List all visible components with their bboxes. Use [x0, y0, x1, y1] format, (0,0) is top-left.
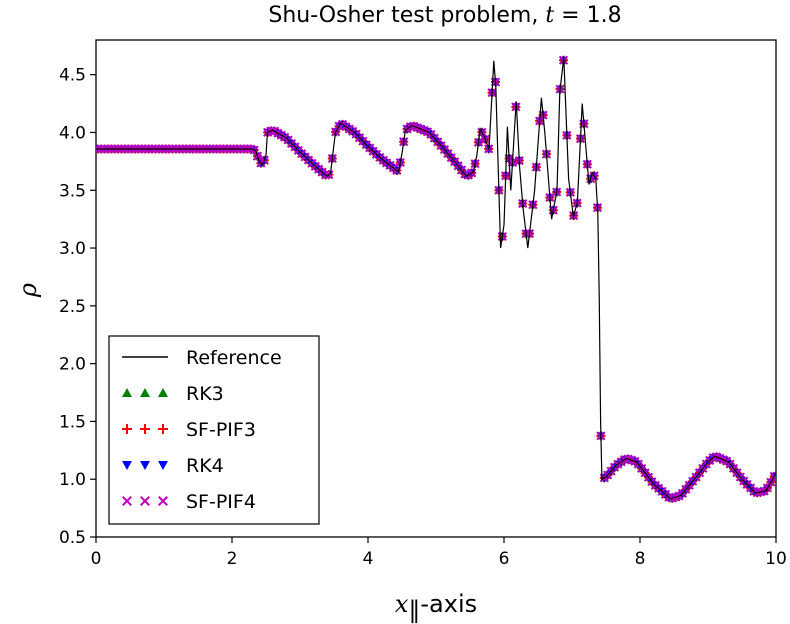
x-tick-label: 10 [765, 549, 787, 569]
legend-item: Reference [122, 347, 282, 369]
legend-item: SF-PIF4 [122, 491, 256, 513]
legend-item: RK4 [122, 455, 224, 477]
y-tick-label: 0.5 [59, 528, 86, 548]
y-tick-label: 4.0 [59, 123, 86, 143]
x-tick-label: 0 [91, 549, 102, 569]
y-tick-label: 2.0 [59, 355, 86, 375]
chart-title: Shu-Osher test problem, t = 1.8 [268, 3, 621, 28]
y-tick-label: 2.5 [59, 297, 86, 317]
legend-label: SF-PIF4 [186, 491, 256, 513]
y-tick-label: 4.5 [59, 66, 86, 86]
legend-swatch [122, 424, 132, 434]
legend-item: SF-PIF3 [122, 419, 256, 441]
x-tick-label: 4 [363, 549, 374, 569]
legend-swatch [140, 496, 150, 506]
legend-label: RK4 [186, 455, 224, 477]
y-tick-label: 1.5 [59, 412, 86, 432]
y-tick-label: 3.0 [59, 239, 86, 259]
legend-swatch [158, 496, 168, 506]
x-tick-label: 6 [499, 549, 510, 569]
legend-swatch [140, 461, 150, 470]
x-axis-label: x∥-axis [395, 590, 477, 624]
y-tick-label: 1.0 [59, 470, 86, 490]
legend-label: Reference [186, 347, 282, 369]
legend: Reference RK3 SF-PIF3 RK4 SF-PIF4 [108, 335, 320, 525]
legend-swatch [122, 496, 132, 506]
plot-area [95, 39, 777, 538]
reference-line [96, 57, 776, 500]
legend-swatch [158, 388, 168, 397]
legend-swatch [140, 388, 150, 397]
legend-swatch [158, 424, 168, 434]
y-tick-label: 3.5 [59, 181, 86, 201]
legend-swatch [140, 424, 150, 434]
x-tick-label: 2 [227, 549, 238, 569]
legend-swatch [122, 461, 132, 470]
legend-swatch [158, 461, 168, 470]
legend-swatch [122, 388, 132, 397]
legend-label: SF-PIF3 [186, 419, 256, 441]
y-axis-label: ρ [14, 283, 42, 298]
x-axis: 0 2 4 6 8 10 [91, 537, 787, 569]
y-axis: 0.5 1.0 1.5 2.0 2.5 3.0 3.5 4.0 4.5 [59, 66, 96, 548]
legend-label: RK3 [186, 383, 224, 405]
x-tick-label: 8 [635, 549, 646, 569]
legend-item: RK3 [122, 383, 224, 405]
